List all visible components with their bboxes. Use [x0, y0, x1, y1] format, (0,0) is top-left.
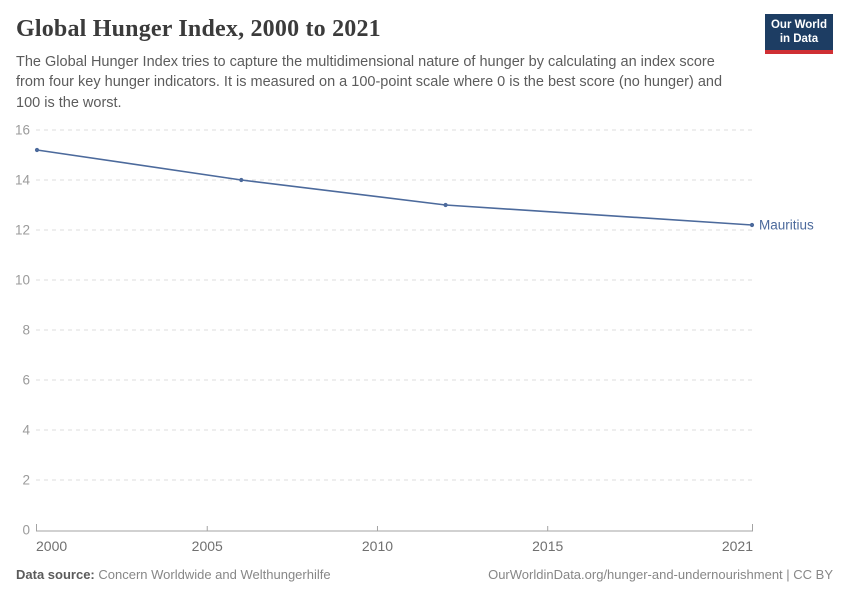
chart-footer: Data source: Concern Worldwide and Welth… [16, 567, 833, 582]
y-axis-tick-label: 2 [22, 473, 30, 488]
data-point[interactable] [749, 222, 755, 228]
chart-subtitle: The Global Hunger Index tries to capture… [16, 54, 723, 111]
series-end-label[interactable]: Mauritius [759, 218, 814, 233]
data-source[interactable]: Data source: Concern Worldwide and Welth… [16, 567, 331, 582]
owid-logo-line1: Our World [770, 19, 827, 31]
page-title: Global Hunger Index, 2000 to 2021 [16, 16, 381, 42]
owid-logo-line2: in Data [779, 33, 819, 46]
attribution-link[interactable]: OurWorldinData.org/hunger-and-undernouri… [488, 567, 833, 582]
y-axis-tick-label: 14 [15, 173, 31, 188]
y-axis-tick-label: 10 [15, 273, 30, 288]
y-axis-tick-label: 16 [15, 123, 30, 138]
x-axis-tick-label: 2000 [36, 538, 67, 554]
y-axis-tick-label: 4 [22, 423, 30, 438]
x-axis-tick-label: 2005 [192, 538, 223, 554]
x-axis-tick-label: 2010 [362, 538, 393, 554]
data-point[interactable] [443, 202, 448, 208]
data-source-label: Data source: [16, 567, 95, 582]
y-axis-tick-label: 12 [15, 223, 30, 238]
data-source-value: Concern Worldwide and Welthungerhilfe [98, 567, 331, 582]
data-point[interactable] [34, 147, 40, 153]
y-axis-tick-label: 8 [22, 323, 30, 338]
data-point[interactable] [239, 177, 244, 183]
chart-header: Global Hunger Index, 2000 to 2021 The Gl… [16, 14, 834, 113]
series-line[interactable] [36, 149, 753, 226]
owid-logo[interactable]: Our World in Data [764, 14, 833, 54]
y-axis-tick-label: 0 [22, 523, 30, 538]
y-axis-tick-label: 6 [22, 373, 30, 388]
x-axis-tick-label: 2015 [532, 538, 563, 554]
x-axis-tick-label: 2021 [722, 538, 753, 554]
